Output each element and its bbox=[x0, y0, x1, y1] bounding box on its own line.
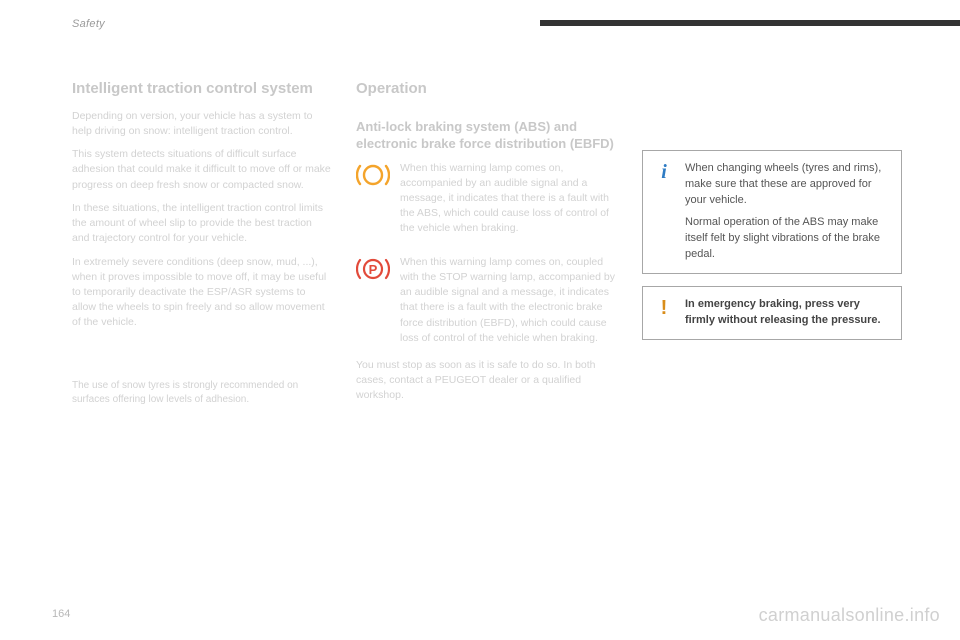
left-para-3: In these situations, the intelligent tra… bbox=[72, 201, 332, 247]
abs-warning-icon bbox=[356, 161, 390, 189]
column-left: Intelligent traction control system Depe… bbox=[72, 80, 332, 416]
ebfd-warning-text-2: You must stop as soon as it is safe to d… bbox=[356, 358, 618, 404]
mid-subtitle: Anti-lock braking system (ABS) and elect… bbox=[356, 119, 618, 153]
column-middle: Operation Anti-lock braking system (ABS)… bbox=[356, 80, 618, 416]
info-callout: i When changing wheels (tyres and rims),… bbox=[642, 150, 902, 274]
top-accent-bar bbox=[540, 20, 960, 26]
abs-warning-block: When this warning lamp comes on, accompa… bbox=[356, 161, 618, 245]
watermark-text: carmanualsonline.info bbox=[759, 605, 940, 626]
left-para-5: The use of snow tyres is strongly recomm… bbox=[72, 379, 332, 408]
page-content: Intelligent traction control system Depe… bbox=[72, 80, 930, 416]
section-header: Safety bbox=[72, 18, 105, 30]
left-para-2: This system detects situations of diffic… bbox=[72, 147, 332, 193]
mid-title: Operation bbox=[356, 80, 618, 99]
info-text-1: When changing wheels (tyres and rims), m… bbox=[685, 161, 889, 209]
page-number: 164 bbox=[52, 608, 70, 620]
column-right: i When changing wheels (tyres and rims),… bbox=[642, 80, 902, 416]
parking-warning-icon: P bbox=[356, 255, 390, 283]
exclamation-icon: ! bbox=[653, 297, 675, 320]
warning-callout: ! In emergency braking, press very firml… bbox=[642, 286, 902, 340]
warning-text: In emergency braking, press very firmly … bbox=[685, 297, 889, 329]
left-para-4: In extremely severe conditions (deep sno… bbox=[72, 255, 332, 331]
left-title: Intelligent traction control system bbox=[72, 80, 332, 99]
info-text-2: Normal operation of the ABS may make its… bbox=[685, 215, 889, 263]
svg-text:P: P bbox=[369, 262, 378, 277]
abs-warning-text: When this warning lamp comes on, accompa… bbox=[400, 161, 618, 237]
left-para-1: Depending on version, your vehicle has a… bbox=[72, 109, 332, 139]
ebfd-warning-block: P When this warning lamp comes on, coupl… bbox=[356, 255, 618, 348]
ebfd-warning-text-1: When this warning lamp comes on, coupled… bbox=[400, 255, 618, 346]
info-icon: i bbox=[653, 161, 675, 184]
